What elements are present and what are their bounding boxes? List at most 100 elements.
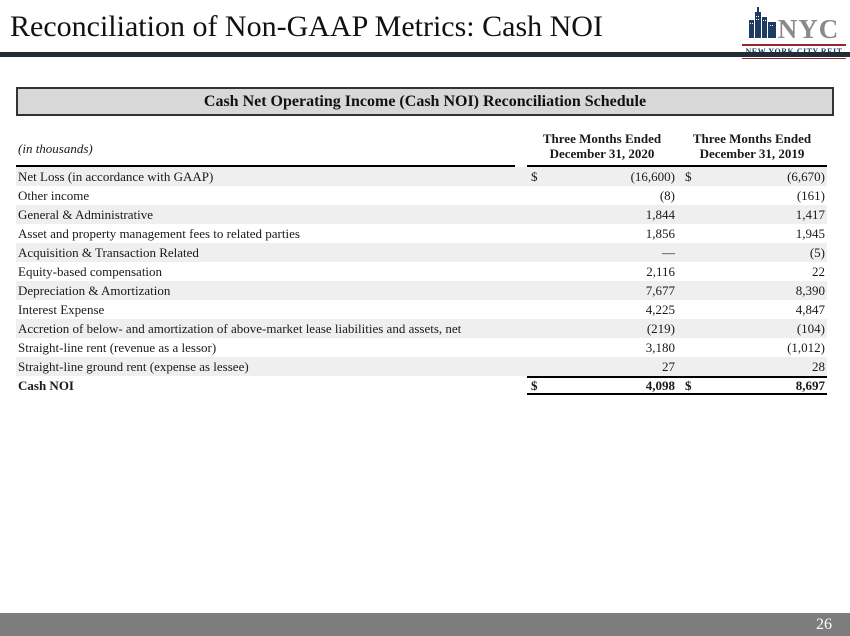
column-gap [515,186,527,205]
value-cell-2019: 1,945 [677,226,827,242]
value-cell-2020: (219) [527,321,677,337]
dollar-2: $ [685,377,692,393]
value-cell-2019: 1,417 [677,207,827,223]
logo-rule-bottom [742,58,846,59]
table-row: Net Loss (in accordance with GAAP) $ (16… [16,167,827,186]
value-cell-2019: 28 [677,359,827,375]
page-title: Reconciliation of Non-GAAP Metrics: Cash… [10,10,603,43]
row-label: Equity-based compensation [18,263,163,279]
value-cell-2019: (5) [677,245,827,261]
value-1: (8) [659,187,675,203]
row-values: 2,116 22 [527,262,827,281]
column-gap [515,167,527,186]
value-cell-2019: (1,012) [677,340,827,356]
dollar-2 [677,188,685,204]
table-row: General & Administrative 1,844 1,417 [16,205,827,224]
column-gap [515,357,527,376]
row-label: Acquisition & Transaction Related [18,244,199,260]
value-1: 3,180 [645,339,675,355]
value-2: 22 [812,263,825,279]
row-values: 3,180 (1,012) [527,338,827,357]
table-row: Straight-line ground rent (expense as le… [16,357,827,376]
column-gap [515,205,527,224]
table-header-row: (in thousands) Three Months Ended Decemb… [16,126,827,167]
value-cell-2020: (8) [527,188,677,204]
row-label: Depreciation & Amortization [18,282,171,298]
table-row: Cash NOI $ 4,098 $ 8,697 [16,376,827,395]
value-1: 4,225 [645,301,675,317]
dollar-2 [677,359,685,375]
table-row: Depreciation & Amortization 7,677 8,390 [16,281,827,300]
dollar-2 [677,302,685,318]
logo-tagline: NEW YORK CITY REIT [742,46,846,58]
value-cell-2020: $ (16,600) [527,169,677,185]
value-2: (1,012) [787,339,825,355]
column-header-line1: Three Months Ended [692,131,812,146]
value-1: 4,098 [645,377,675,393]
value-1: — [662,244,675,260]
value-cell-2020: 4,225 [527,302,677,318]
dollar-1 [527,321,531,337]
value-cell-2020: 2,116 [527,264,677,280]
value-2: (6,670) [787,168,825,184]
dollar-1: $ [531,168,538,184]
value-2: 8,697 [795,377,825,393]
value-cell-2019: $ 8,697 [677,378,827,394]
dollar-1 [527,283,531,299]
column-headers: Three Months Ended December 31, 2020 Thr… [527,131,827,167]
dollar-1 [527,264,531,280]
value-2: 4,847 [795,301,825,317]
row-values: (219) (104) [527,319,827,338]
column-gap [515,319,527,338]
table-rows: Net Loss (in accordance with GAAP) $ (16… [16,167,827,395]
value-2: 28 [812,358,825,374]
row-values: $ 4,098 $ 8,697 [527,376,827,395]
column-gap [515,300,527,319]
value-cell-2020: 7,677 [527,283,677,299]
row-label: Straight-line ground rent (expense as le… [18,358,249,374]
row-label: General & Administrative [18,206,154,222]
row-label: Other income [18,187,90,203]
row-values: 7,677 8,390 [527,281,827,300]
dollar-2 [677,226,685,242]
value-cell-2019: (104) [677,321,827,337]
value-cell-2019: 4,847 [677,302,827,318]
table-row: Other income (8) (161) [16,186,827,205]
value-2: (161) [796,187,825,203]
value-2: 1,417 [795,206,825,222]
dollar-1 [527,340,531,356]
reconciliation-table: (in thousands) Three Months Ended Decemb… [16,126,827,395]
column-gap [515,281,527,300]
dollar-1 [527,226,531,242]
logo-top: NYC [742,7,846,43]
city-skyline-icon [748,7,776,43]
table-banner: Cash Net Operating Income (Cash NOI) Rec… [16,87,834,116]
value-1: (219) [646,320,675,336]
row-values: 1,844 1,417 [527,205,827,224]
table-row: Equity-based compensation 2,116 22 [16,262,827,281]
dollar-1 [527,207,531,223]
column-gap [515,376,527,395]
table-row: Acquisition & Transaction Related — (5) [16,243,827,262]
logo-rule-top [742,44,846,46]
value-1: 1,844 [645,206,675,222]
dollar-2 [677,321,685,337]
column-header-line2: December 31, 2020 [549,146,655,161]
column-header-line1: Three Months Ended [542,131,662,146]
dollar-1 [527,188,531,204]
row-values: 1,856 1,945 [527,224,827,243]
dollar-2 [677,340,685,356]
row-values: (8) (161) [527,186,827,205]
logo-acronym: NYC [777,14,840,44]
row-values: — (5) [527,243,827,262]
value-cell-2020: 1,844 [527,207,677,223]
column-gap [515,224,527,243]
row-label: Accretion of below- and amortization of … [18,320,462,336]
column-gap [515,243,527,262]
value-cell-2019: $ (6,670) [677,169,827,185]
value-2: (5) [809,244,825,260]
table-row: Straight-line rent (revenue as a lessor)… [16,338,827,357]
value-cell-2020: 1,856 [527,226,677,242]
row-label: Straight-line rent (revenue as a lessor) [18,339,217,355]
